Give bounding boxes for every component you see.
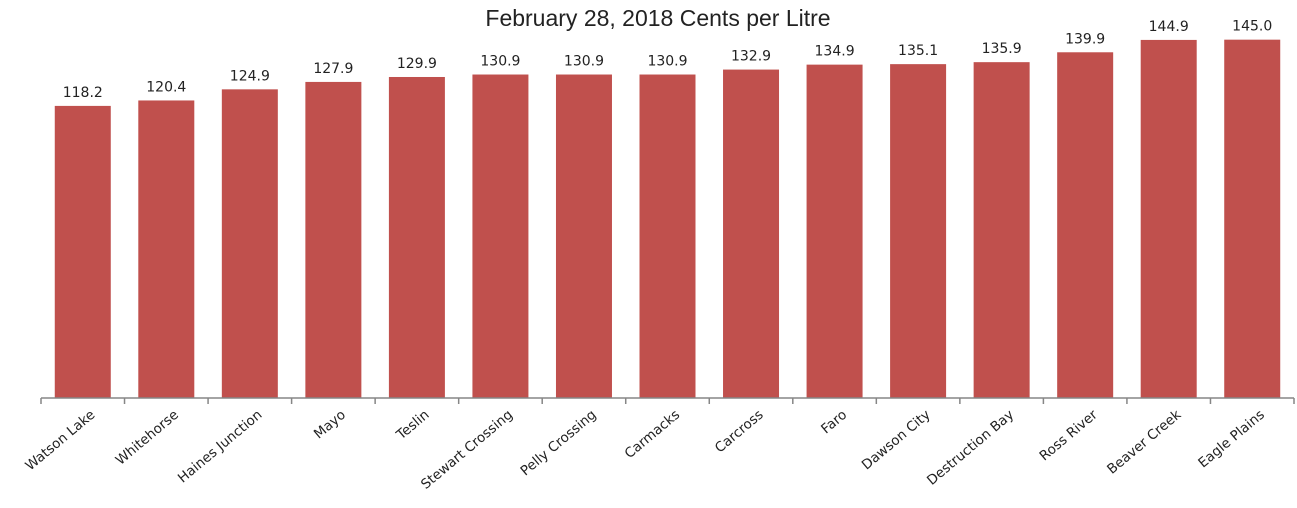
data-label: 127.9	[313, 61, 353, 77]
bar	[54, 105, 111, 399]
data-label: 130.9	[647, 54, 687, 70]
x-tick-label: Pelly Crossing	[518, 407, 600, 479]
x-tick-label: Destruction Bay	[924, 407, 1017, 489]
x-tick-label: Ross River	[1037, 407, 1102, 465]
data-label: 124.9	[230, 68, 270, 84]
bar	[1224, 39, 1281, 399]
data-label: 120.4	[146, 79, 186, 95]
bar	[973, 62, 1030, 398]
x-tick-label: Dawson City	[859, 407, 934, 473]
bar	[221, 89, 278, 398]
x-tick-label: Carmacks	[622, 407, 683, 462]
bar	[890, 64, 947, 398]
x-tick-label: Beaver Creek	[1104, 407, 1184, 478]
x-tick-label: Stewart Crossing	[418, 407, 516, 493]
bars-group	[54, 39, 1281, 399]
data-label: 145.0	[1232, 19, 1272, 35]
bar	[639, 74, 696, 399]
x-tick-label: Teslin	[393, 407, 433, 444]
bar	[555, 74, 612, 399]
bar	[723, 69, 780, 398]
bar	[472, 74, 529, 399]
bar	[1140, 39, 1197, 399]
data-label: 135.1	[898, 43, 938, 59]
x-tick-label: Eagle Plains	[1195, 407, 1268, 471]
bar	[305, 81, 362, 399]
data-label: 130.9	[480, 54, 520, 70]
data-label: 118.2	[63, 85, 103, 101]
data-label: 129.9	[397, 56, 437, 72]
chart-title: February 28, 2018 Cents per Litre	[485, 5, 830, 31]
bar	[806, 64, 863, 398]
x-tick-label: Watson Lake	[22, 407, 98, 474]
x-tick-label: Carcross	[712, 407, 767, 457]
x-tick-label: Whitehorse	[113, 407, 182, 469]
data-labels-group: 118.2 120.4 124.9 127.9 129.9 130.9 130.9 130.9…	[63, 19, 1273, 101]
data-label: 135.9	[982, 41, 1022, 57]
x-tick-label: Faro	[818, 407, 850, 437]
data-label: 132.9	[731, 49, 771, 65]
x-tick-label: Mayo	[311, 407, 349, 443]
data-label: 139.9	[1065, 31, 1105, 47]
bar	[138, 100, 195, 399]
x-tick-label: Haines Junction	[175, 407, 266, 487]
bar	[1057, 52, 1114, 398]
data-label: 144.9	[1149, 19, 1189, 35]
x-ticks-group	[40, 398, 1295, 404]
data-label: 130.9	[564, 54, 604, 70]
bar	[388, 76, 445, 399]
data-label: 134.9	[815, 44, 855, 60]
